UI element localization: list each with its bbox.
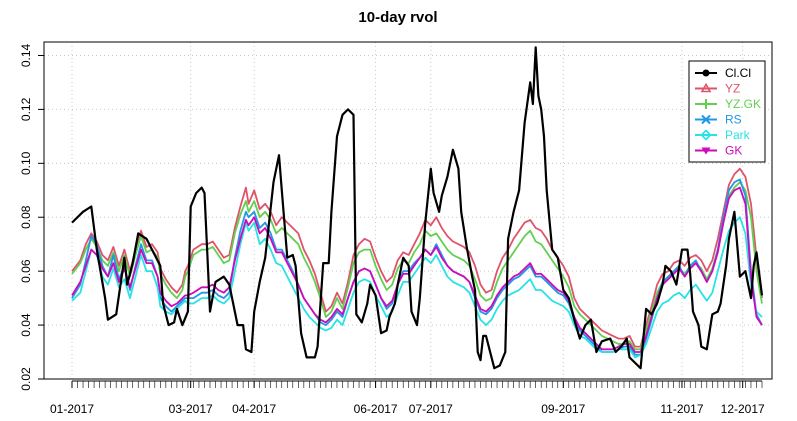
legend-marker: [701, 99, 711, 109]
y-axis: 0.02 0.04 0.06 0.08 0.10 0.12 0.14: [19, 43, 44, 391]
series-line-gk: [71, 186, 763, 353]
x-tick-label: 07-2017: [409, 402, 453, 416]
grid-lines: [44, 42, 772, 380]
plot-area-border: [43, 41, 773, 380]
series-line-rs: [71, 178, 763, 356]
y-tick-label: 0.14: [19, 43, 33, 67]
x-tick-label: 11-2017: [660, 402, 703, 416]
y-tick-label: 0.10: [19, 151, 33, 175]
legend-marker: [700, 82, 712, 93]
y-tick-label: 0.04: [19, 313, 33, 337]
legend-label: GK: [725, 144, 742, 158]
legend-box: [688, 60, 766, 163]
x-tick-label: 03-2017: [169, 402, 213, 416]
series-line-yz-gk: [71, 181, 763, 351]
legend-marker: [701, 114, 711, 125]
series-line-cl-cl: [71, 46, 764, 370]
y-tick-label: 0.08: [19, 205, 33, 229]
legend-label: Cl.Cl: [725, 66, 751, 80]
x-tick-label: 01-2017: [50, 402, 94, 416]
legend-marker: [702, 69, 710, 77]
series-layer: [71, 46, 764, 370]
legend-marker: [700, 129, 712, 141]
chart-title: 10-day rvol: [358, 9, 437, 26]
series-line-park: [71, 216, 763, 359]
legend-label: RS: [725, 113, 742, 127]
legend-label: Park: [725, 128, 751, 142]
x-axis: 01-2017 03-2017 04-2017 06-2017 07-2017 09-20…: [50, 380, 765, 416]
y-tick-label: 0.12: [19, 97, 33, 121]
x-tick-label: 09-2017: [541, 402, 585, 416]
x-tick-label: 06-2017: [354, 402, 398, 416]
series-line-yz: [71, 167, 763, 348]
y-tick-label: 0.02: [19, 367, 33, 391]
x-tick-label: 12-2017: [721, 402, 765, 416]
x-tick-label: 04-2017: [232, 402, 276, 416]
y-tick-label: 0.06: [19, 259, 33, 283]
legend-label: YZ.GK: [725, 97, 761, 111]
legend-label: YZ: [725, 82, 740, 96]
legend-marker: [701, 147, 711, 155]
